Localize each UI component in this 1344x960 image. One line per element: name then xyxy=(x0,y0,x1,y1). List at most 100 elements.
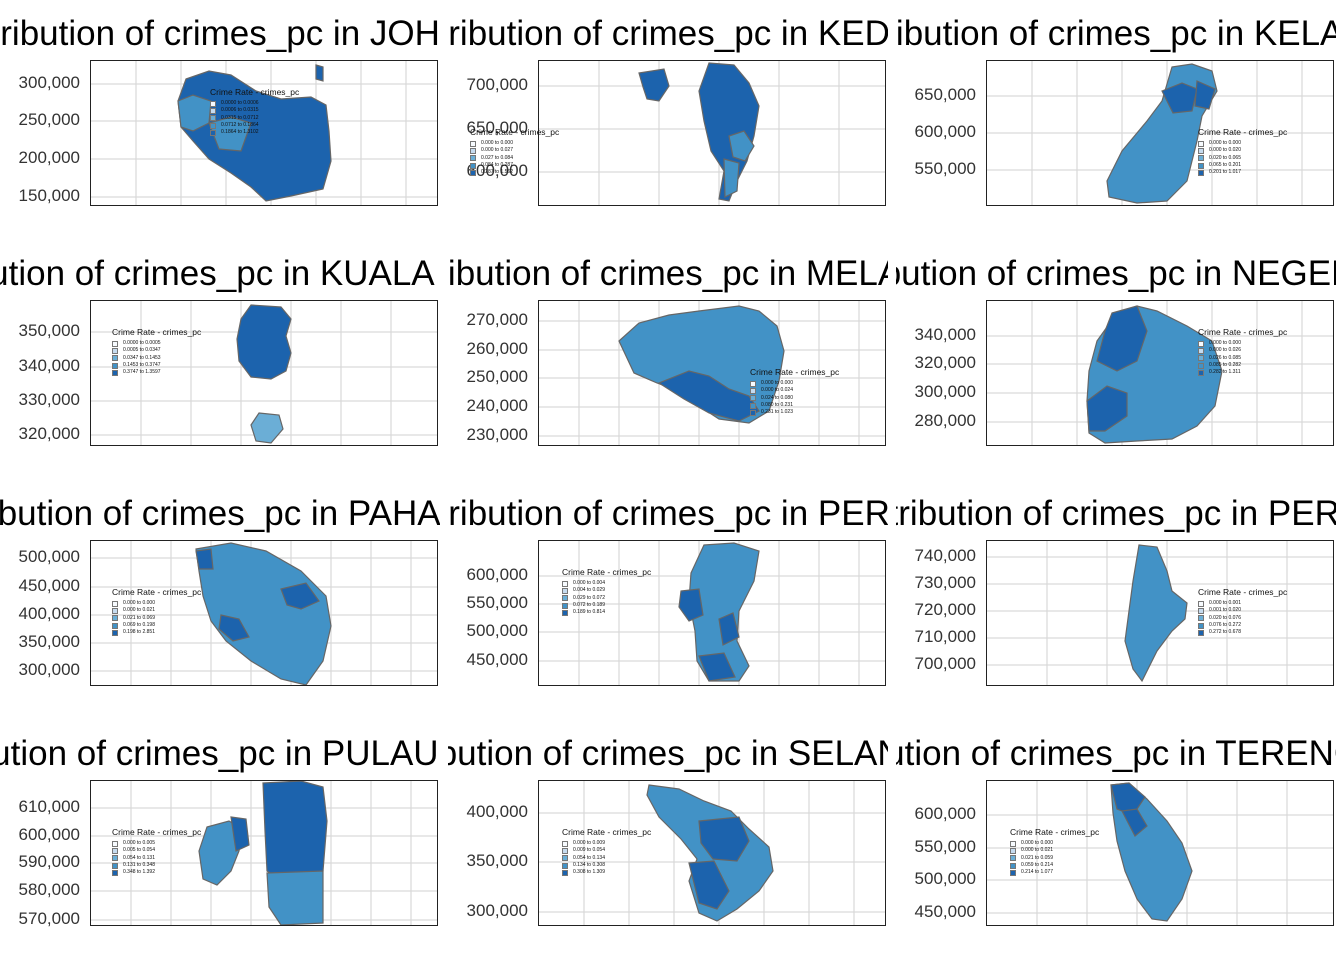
legend-swatch xyxy=(1198,340,1204,347)
y-tick-label: 340,000 xyxy=(914,325,976,344)
legend-title: Crime Rate - crimes_pc xyxy=(1198,127,1288,137)
legend-swatch xyxy=(112,869,118,876)
y-tick-label: 650,000 xyxy=(466,118,528,137)
legend-label: 0.005 to 0.054 xyxy=(123,847,155,854)
legend-entry: 0.000 to 0.000 xyxy=(1010,840,1099,847)
legend-title: Crime Rate - crimes_pc xyxy=(1198,587,1288,597)
legend-entry: 0.0005 to 0.0347 xyxy=(112,347,201,354)
map-plot-area xyxy=(90,60,438,206)
y-tick-label: 450,000 xyxy=(914,902,976,921)
legend-entry: 0.000 to 0.020 xyxy=(1198,147,1287,154)
legend-swatch xyxy=(112,340,118,347)
y-tick-label: 570,000 xyxy=(18,909,80,928)
map-legend: Crime Rate - crimes_pc 0.0000 to 0.0006 0.… xyxy=(210,88,299,136)
legend-swatch xyxy=(112,855,118,862)
panel-title: Distribution of crimes_pc in KELANTAN xyxy=(896,14,1336,53)
legend-swatch xyxy=(1198,147,1204,154)
y-tick-label: 200,000 xyxy=(18,148,80,167)
legend-label: 0.054 to 0.134 xyxy=(573,854,605,861)
map-legend: Crime Rate - crimes_pc 0.000 to 0.000 0.00… xyxy=(750,368,839,416)
y-tick-label: 500,000 xyxy=(466,621,528,640)
legend-entry: 0.009 to 0.054 xyxy=(562,847,651,854)
legend-entry: 0.000 to 0.009 xyxy=(562,840,651,847)
legend-entry: 0.001 to 0.020 xyxy=(1198,607,1287,614)
legend-label: 0.198 to 2.851 xyxy=(123,629,155,636)
y-tick-label: 650,000 xyxy=(914,85,976,104)
legend-label: 0.000 to 0.024 xyxy=(761,387,793,394)
map-svg xyxy=(539,781,885,925)
legend-swatch xyxy=(750,402,756,409)
panel-title: Distribution of crimes_pc in PULAU PINAN… xyxy=(0,734,440,773)
map-plot-area xyxy=(986,300,1334,446)
legend-swatch xyxy=(562,587,568,594)
map-svg xyxy=(91,541,437,685)
legend-swatch xyxy=(750,387,756,394)
legend-title: Crime Rate - crimes_pc xyxy=(1198,327,1288,337)
map-plot-area xyxy=(90,300,438,446)
legend-swatch xyxy=(1198,169,1204,176)
legend-entry: 0.026 to 0.085 xyxy=(1198,355,1287,362)
panel-title: Distribution of crimes_pc in PERLIS xyxy=(896,494,1336,533)
legend-label: 0.004 to 0.029 xyxy=(573,587,605,594)
legend-swatch xyxy=(112,840,118,847)
legend-label: 0.076 to 0.272 xyxy=(1209,622,1241,629)
map-plot-area xyxy=(90,780,438,926)
legend-entry: 0.000 to 0.005 xyxy=(112,840,201,847)
district-region xyxy=(266,870,324,925)
legend-swatch xyxy=(562,609,568,616)
map-svg xyxy=(91,61,437,205)
map-panel: Distribution of crimes_pc in PAHANG 500,0… xyxy=(0,480,448,720)
legend-swatch xyxy=(470,155,476,162)
legend-title: Crime Rate - crimes_pc xyxy=(470,127,560,137)
legend-label: 0.000 to 0.021 xyxy=(123,607,155,614)
legend-swatch xyxy=(1010,862,1016,869)
district-region xyxy=(1096,305,1148,372)
legend-swatch xyxy=(1198,369,1204,376)
district-region xyxy=(1161,82,1198,114)
map-plot-area xyxy=(538,780,886,926)
legend-swatch xyxy=(112,622,118,629)
legend-entry: 0.020 to 0.076 xyxy=(1198,615,1287,622)
y-tick-label: 270,000 xyxy=(466,310,528,329)
legend-label: 0.131 to 0.348 xyxy=(123,862,155,869)
district-region xyxy=(698,652,736,682)
y-tick-label: 320,000 xyxy=(18,424,80,443)
legend-entry: 0.287 to 1.562 xyxy=(470,169,559,176)
legend-label: 0.231 to 1.023 xyxy=(761,409,793,416)
legend-label: 0.009 to 0.054 xyxy=(573,847,605,854)
legend-label: 0.000 to 0.026 xyxy=(1209,347,1241,354)
legend-label: 0.201 to 1.017 xyxy=(1209,169,1241,176)
legend-title: Crime Rate - crimes_pc xyxy=(112,327,202,337)
legend-swatch xyxy=(562,595,568,602)
y-tick-label: 500,000 xyxy=(18,547,80,566)
legend-label: 0.029 to 0.072 xyxy=(573,594,605,601)
y-tick-label: 600,000 xyxy=(18,825,80,844)
legend-swatch xyxy=(112,862,118,869)
legend-swatch xyxy=(112,347,118,354)
legend-entry: 0.072 to 0.189 xyxy=(562,602,651,609)
legend-entry: 0.1864 to 1.3102 xyxy=(210,129,299,136)
legend-label: 0.072 to 0.189 xyxy=(573,602,605,609)
legend-label: 0.0347 to 0.1453 xyxy=(123,354,161,361)
legend-entry: 0.308 to 1.309 xyxy=(562,869,651,876)
map-legend: Crime Rate - crimes_pc 0.000 to 0.005 0.00… xyxy=(112,828,201,876)
legend-label: 0.0000 to 0.0006 xyxy=(221,100,259,107)
legend-entry: 0.000 to 0.000 xyxy=(112,600,201,607)
legend-entry: 0.0006 to 0.0315 xyxy=(210,107,299,114)
legend-entry: 0.000 to 0.000 xyxy=(1198,140,1287,147)
legend-label: 0.065 to 0.201 xyxy=(1209,162,1241,169)
y-tick-label: 550,000 xyxy=(914,837,976,856)
legend-label: 0.069 to 0.198 xyxy=(123,622,155,629)
map-legend: Crime Rate - crimes_pc 0.000 to 0.001 0.00… xyxy=(1198,588,1287,636)
legend-entry: 0.029 to 0.072 xyxy=(562,595,651,602)
district-region xyxy=(1086,385,1128,432)
map-plot-area xyxy=(986,540,1334,686)
legend-swatch xyxy=(112,362,118,369)
legend-swatch xyxy=(750,380,756,387)
map-panel: Distribution of crimes_pc in PERAK 600,00… xyxy=(448,480,896,720)
map-panel: Distribution of crimes_pc in KUALA LUMPU… xyxy=(0,240,448,480)
legend-label: 0.308 to 1.309 xyxy=(573,869,605,876)
legend-label: 0.348 to 1.392 xyxy=(123,869,155,876)
map-panel: Distribution of crimes_pc in MELAKA 270,0… xyxy=(448,240,896,480)
district-region xyxy=(1121,808,1148,837)
